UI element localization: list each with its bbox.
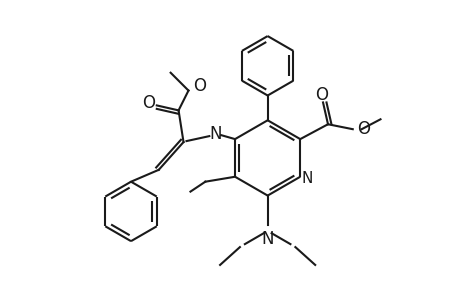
Text: N: N [301,171,312,186]
Text: N: N [261,230,273,248]
Text: N: N [208,125,221,143]
Text: O: O [193,76,206,94]
Text: O: O [315,85,328,103]
Text: O: O [142,94,155,112]
Text: O: O [356,120,369,138]
